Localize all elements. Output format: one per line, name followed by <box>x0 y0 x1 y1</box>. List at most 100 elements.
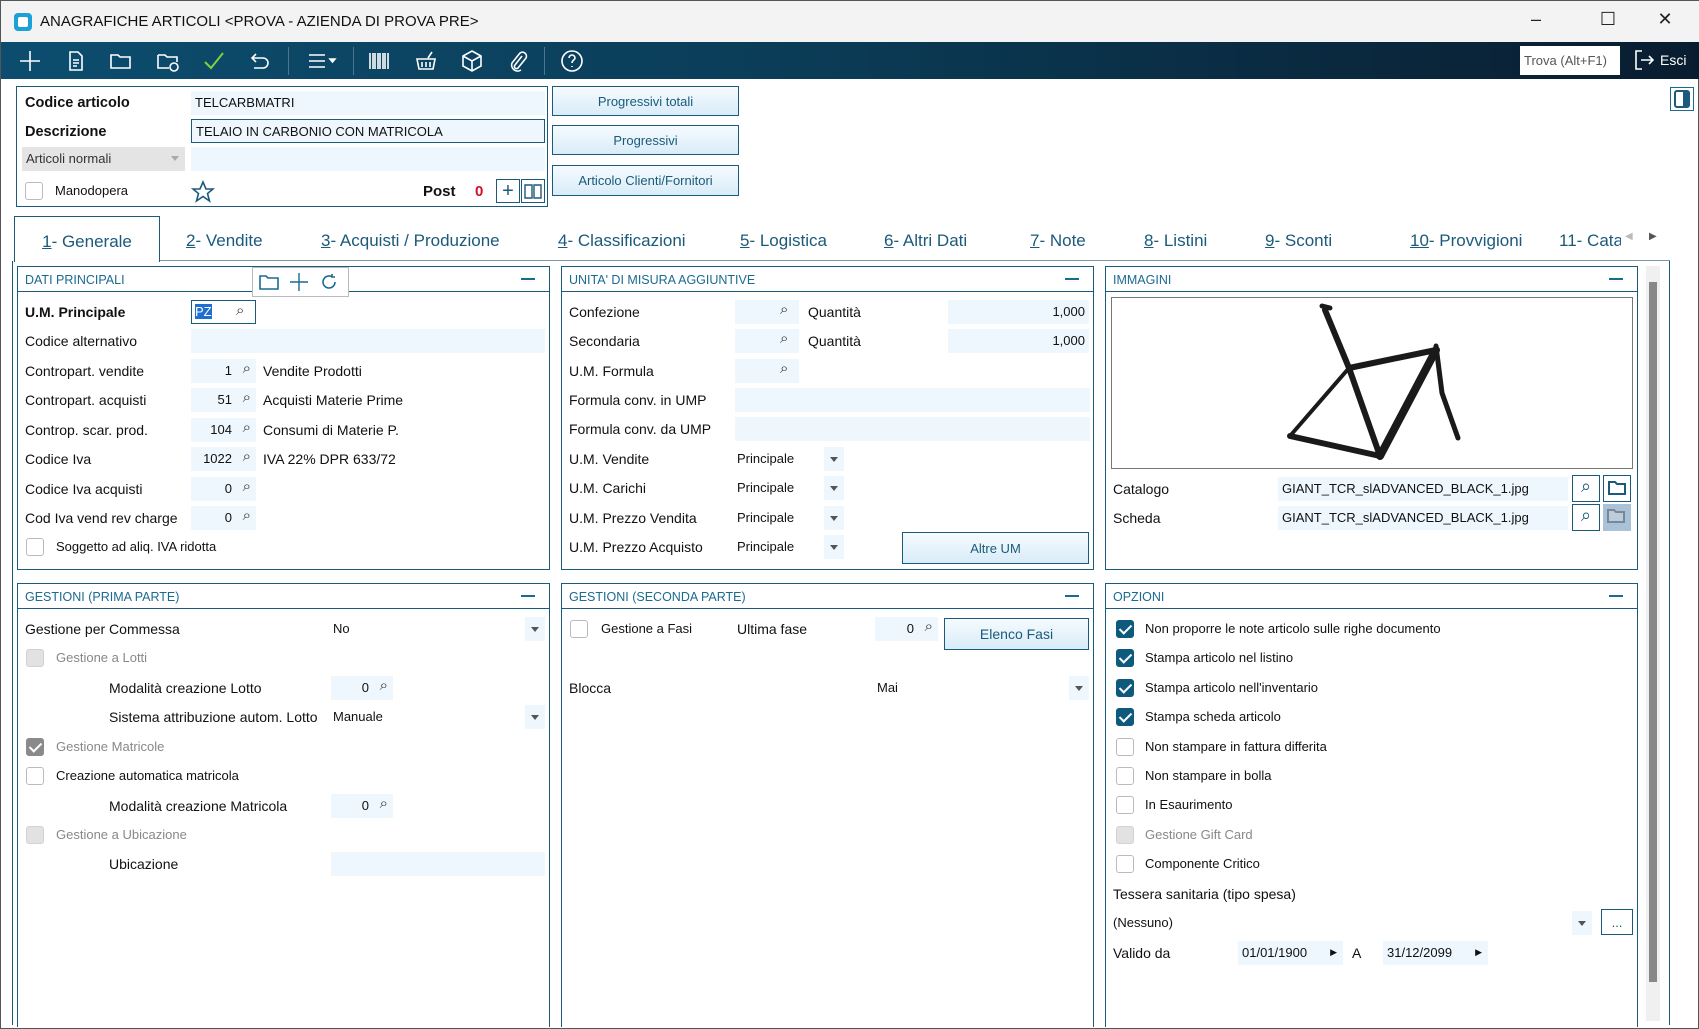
commessa-select[interactable]: No <box>333 621 350 636</box>
tab-sconti[interactable]: 9 - Sconti <box>1265 230 1333 250</box>
row-commessa[interactable]: Gestione per Commessa No <box>18 615 549 644</box>
post-book-button[interactable] <box>521 179 545 203</box>
option-checkbox[interactable] <box>1116 796 1134 815</box>
folder-clock-icon[interactable] <box>154 47 182 75</box>
tab-cataloghi[interactable]: 11 - Cata <box>1559 230 1621 250</box>
minimize-button[interactable]: – <box>1530 9 1541 29</box>
caret-right-icon[interactable]: ▶ <box>1330 947 1337 957</box>
lookup-code-field[interactable]: 0 ⌕ <box>191 506 256 530</box>
alt-code-field[interactable] <box>191 329 545 353</box>
option-checkbox[interactable] <box>1116 737 1134 756</box>
attachment-icon[interactable] <box>504 47 532 75</box>
search-icon[interactable]: ⌕ <box>780 301 789 318</box>
matricole-checkbox[interactable] <box>26 738 44 756</box>
mod-matricola-field[interactable]: 0 ⌕ <box>331 794 393 818</box>
tessera-select[interactable]: (Nessuno) <box>1113 915 1173 930</box>
tab-logistica[interactable]: 5 - Logistica <box>740 230 827 250</box>
chevron-down-icon[interactable] <box>824 476 844 501</box>
article-type-select[interactable]: Articoli normali <box>22 147 185 171</box>
row-um-select[interactable]: U.M. Prezzo Vendita Principale <box>562 504 1093 533</box>
article-image[interactable] <box>1111 297 1633 469</box>
conv-in-field[interactable] <box>735 388 1090 412</box>
option-checkbox[interactable] <box>1116 620 1134 638</box>
confezione-field[interactable]: ⌕ <box>735 300 799 324</box>
tab-note[interactable]: 7 - Note <box>1030 230 1086 250</box>
secondaria-field[interactable]: ⌕ <box>735 329 799 353</box>
option-checkbox[interactable] <box>1116 649 1134 668</box>
phases-list-button[interactable]: Elenco Fasi <box>944 618 1089 650</box>
ubicazione-checkbox[interactable] <box>26 826 44 844</box>
other-um-button[interactable]: Altre UM <box>902 532 1089 564</box>
date-to-field[interactable]: 31/12/2099 ▶ <box>1383 941 1488 965</box>
document-icon[interactable] <box>62 47 90 75</box>
row-um-select[interactable]: U.M. Prezzo Acquisto Principale <box>562 533 1093 562</box>
more-button[interactable]: ... <box>1601 909 1633 935</box>
article-type-extra-field[interactable] <box>191 147 545 171</box>
search-icon[interactable]: ⌕ <box>242 418 251 436</box>
chevron-down-icon[interactable] <box>824 447 844 471</box>
search-icon[interactable]: ⌕ <box>242 477 251 495</box>
collapse-icon[interactable] <box>1065 278 1079 280</box>
basket-icon[interactable] <box>412 47 440 75</box>
description-field[interactable]: TELAIO IN CARBONIO CON MATRICOLA <box>191 119 545 143</box>
chevron-down-icon[interactable] <box>525 617 545 641</box>
new-icon[interactable] <box>16 47 44 75</box>
add-icon[interactable] <box>289 272 309 292</box>
ultima-fase-field[interactable]: 0 ⌕ <box>875 617 938 641</box>
side-panel-toggle[interactable] <box>1670 87 1694 111</box>
search-icon[interactable]: ⌕ <box>379 795 388 812</box>
catalogo-file-field[interactable]: GIANT_TCR_slADVANCED_BLACK_1.jpg <box>1278 477 1568 501</box>
tab-vendite[interactable]: 2 - Vendite <box>186 230 263 250</box>
barcode-icon[interactable] <box>365 47 393 75</box>
um-formula-field[interactable]: ⌕ <box>735 359 799 383</box>
open-folder-icon[interactable] <box>107 47 135 75</box>
menu-dropdown-icon[interactable] <box>305 47 339 75</box>
search-icon[interactable]: ⌕ <box>236 302 245 319</box>
undo-icon[interactable] <box>246 47 274 75</box>
option-checkbox[interactable] <box>1116 767 1134 785</box>
lookup-code-field[interactable]: 0 ⌕ <box>191 476 256 501</box>
add-post-button[interactable]: + <box>496 179 520 203</box>
blocca-select[interactable]: Mai <box>877 680 898 695</box>
chevron-down-icon[interactable] <box>1572 911 1592 935</box>
option-checkbox[interactable] <box>1116 678 1134 697</box>
package-icon[interactable] <box>458 47 486 75</box>
lookup-code-field[interactable]: 104 ⌕ <box>191 417 256 442</box>
search-icon[interactable]: ⌕ <box>780 330 789 347</box>
option-checkbox[interactable] <box>1116 708 1134 727</box>
scheda-view-button[interactable]: ⌕ <box>1572 504 1600 531</box>
search-icon[interactable]: ⌕ <box>780 360 789 377</box>
chevron-down-icon[interactable] <box>824 535 844 560</box>
search-icon[interactable]: ⌕ <box>924 618 933 635</box>
folder-icon[interactable] <box>259 273 279 291</box>
caret-right-icon[interactable]: ▶ <box>1475 947 1482 957</box>
row-sist-lotto[interactable]: Sistema attribuzione autom. Lotto Manual… <box>18 703 549 732</box>
lotti-checkbox[interactable] <box>26 649 44 667</box>
collapse-icon[interactable] <box>1065 595 1079 597</box>
customer-supplier-article-button[interactable]: Articolo Clienti/Fornitori <box>552 165 739 196</box>
confirm-check-icon[interactable] <box>200 47 228 75</box>
refresh-icon[interactable] <box>319 272 339 292</box>
tab-acquisti-produzione[interactable]: 3 - Acquisti / Produzione <box>321 230 500 250</box>
search-icon[interactable]: ⌕ <box>379 677 388 694</box>
catalogo-view-button[interactable]: ⌕ <box>1572 475 1600 502</box>
help-icon[interactable] <box>558 47 586 75</box>
collapse-icon[interactable] <box>521 278 535 280</box>
search-icon[interactable]: ⌕ <box>242 360 251 377</box>
mod-lotto-field[interactable]: 0 ⌕ <box>331 676 393 700</box>
scheda-file-field[interactable]: GIANT_TCR_slADVANCED_BLACK_1.jpg <box>1278 506 1568 530</box>
progressives-button[interactable]: Progressivi <box>552 125 739 155</box>
um-select[interactable]: Principale <box>737 480 795 496</box>
row-blocca[interactable]: Blocca Mai <box>562 674 1093 703</box>
scheda-browse-button[interactable] <box>1603 504 1631 531</box>
um-select[interactable]: Principale <box>737 509 795 525</box>
close-button[interactable]: ✕ <box>1657 9 1673 29</box>
sist-lotto-select[interactable]: Manuale <box>333 709 383 724</box>
exit-button[interactable]: Esci <box>1632 45 1686 75</box>
scrollbar-thumb[interactable] <box>1649 282 1657 982</box>
collapse-icon[interactable] <box>1609 595 1623 597</box>
tab-scroll-right-icon[interactable]: ▶ <box>1649 231 1657 242</box>
collapse-icon[interactable] <box>1609 278 1623 280</box>
tab-provvigioni[interactable]: 10 - Provvigioni <box>1410 230 1523 250</box>
search-icon[interactable]: ⌕ <box>242 389 251 407</box>
